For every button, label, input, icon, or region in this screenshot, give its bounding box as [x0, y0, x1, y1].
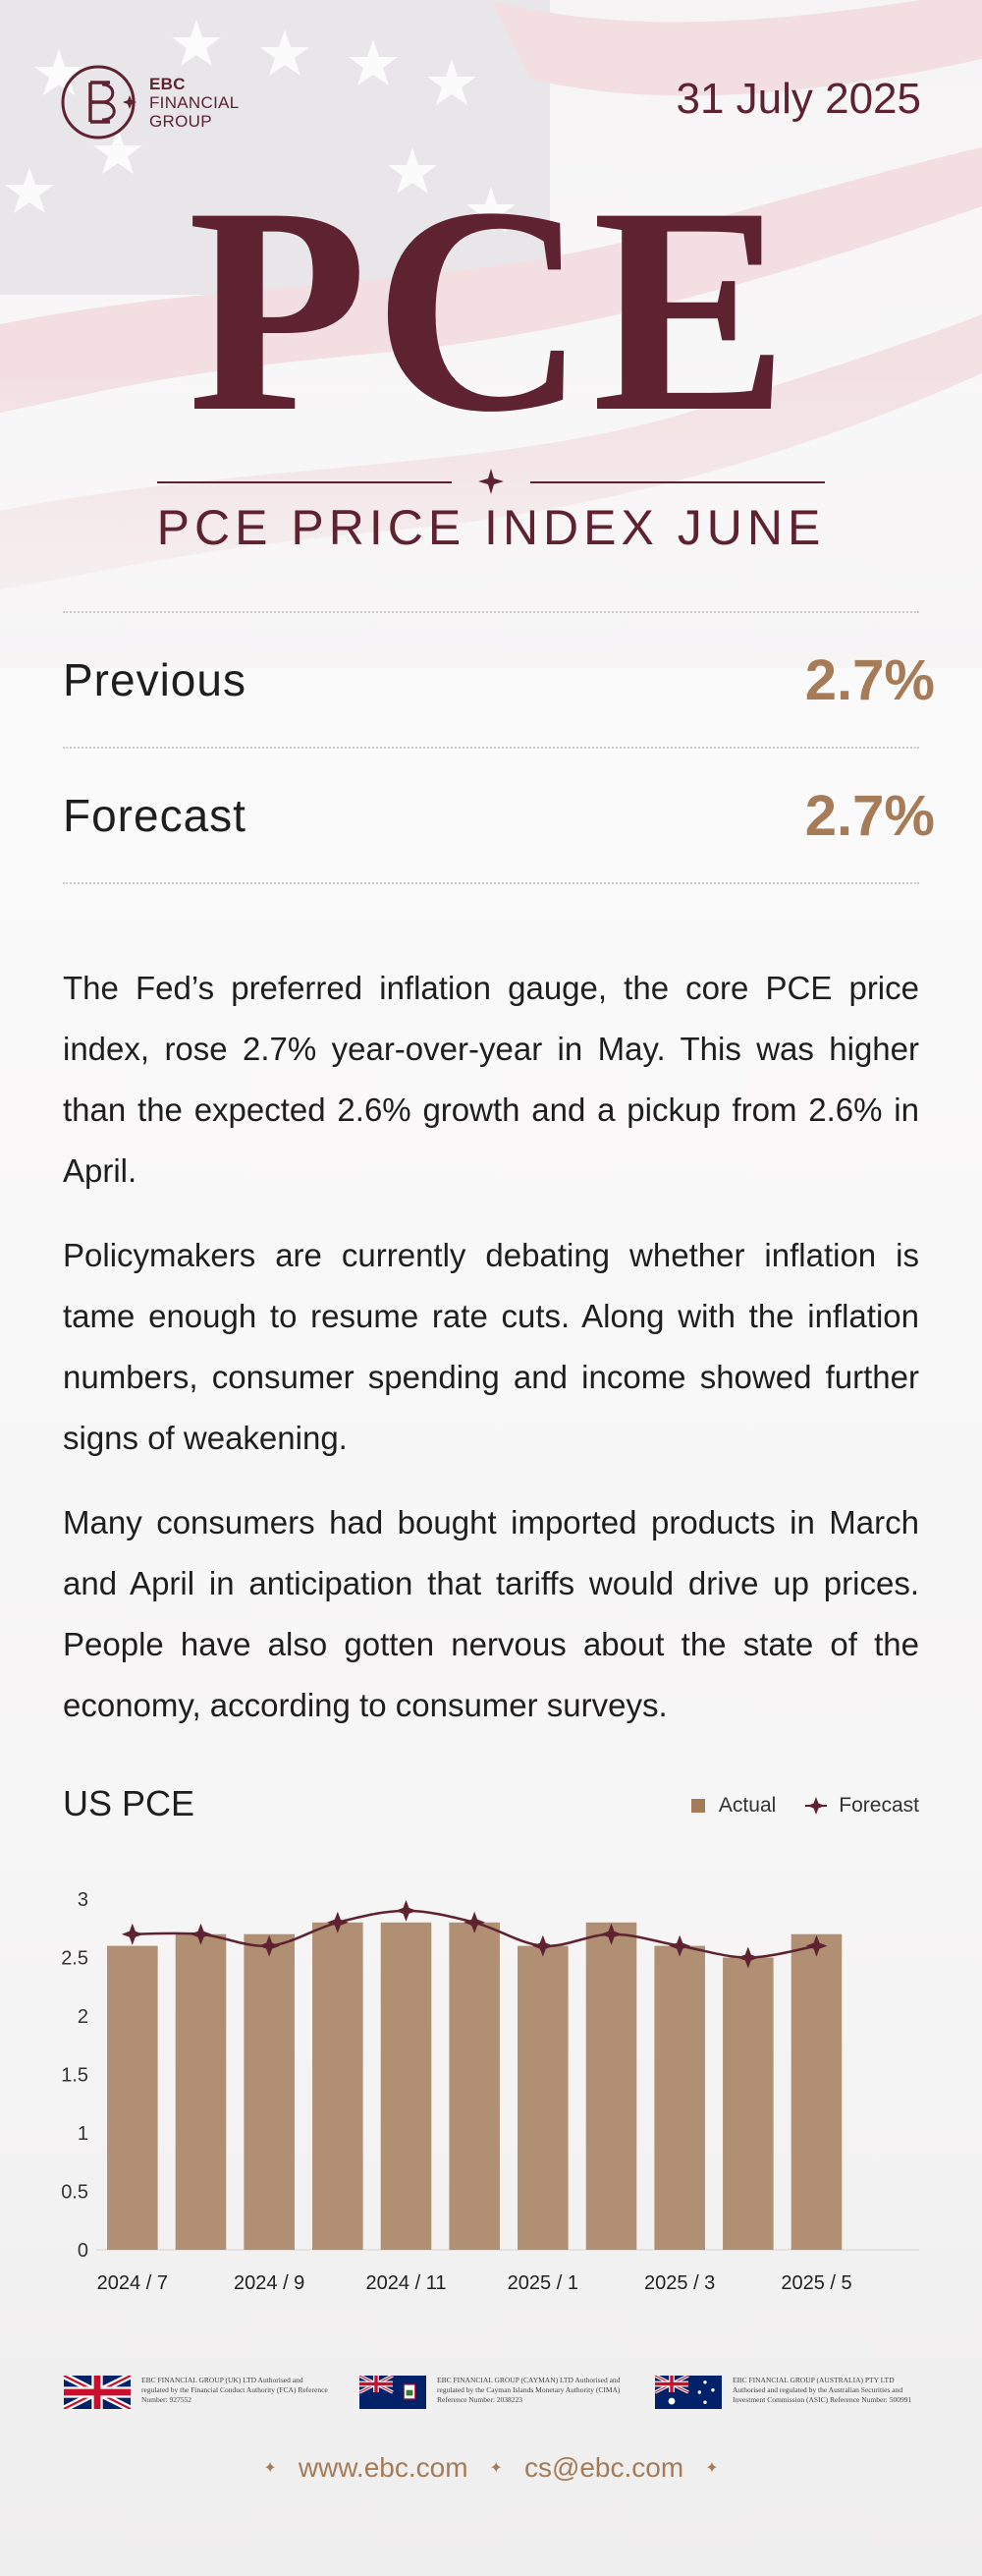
x-tick-label: 2024 / 11: [366, 2272, 447, 2294]
forecast-point: [464, 1911, 486, 1933]
cayman-flag-icon: [358, 2376, 426, 2409]
sparkle-icon: [478, 469, 504, 494]
hero-divider-right: [530, 481, 825, 483]
logo-wordmark: EBC FINANCIAL GROUP: [149, 75, 240, 131]
australia-flag-icon: [654, 2376, 722, 2409]
y-tick-label: 2: [78, 2006, 88, 2028]
y-tick-label: 3: [78, 1889, 88, 1911]
bar-actual: [585, 1922, 637, 2250]
regulator-uk: EBC FINANCIAL GROUP (UK) LTD Authorised …: [63, 2376, 328, 2409]
forecast-point: [326, 1911, 349, 1933]
logo-line-2: FINANCIAL: [149, 92, 240, 112]
logo-line-3: GROUP: [149, 111, 212, 131]
article-body: The Fed’s preferred inflation gauge, the…: [63, 958, 919, 1760]
bar-actual: [723, 1957, 774, 2250]
forecast-point: [669, 1934, 691, 1957]
x-tick-label: 2024 / 7: [97, 2272, 168, 2294]
stat-forecast: Forecast 2.7%: [63, 756, 935, 874]
legend-swatch-actual: [690, 1799, 705, 1813]
email-link[interactable]: cs@ebc.com: [523, 2452, 684, 2483]
bar-actual: [654, 1945, 705, 2250]
stat-divider: [63, 611, 919, 613]
y-tick-label: 0: [78, 2240, 88, 2262]
forecast-point: [395, 1899, 417, 1922]
regulatory-info: EBC FINANCIAL GROUP (UK) LTD Authorised …: [63, 2376, 919, 2409]
paragraph: The Fed’s preferred inflation gauge, the…: [63, 970, 919, 1189]
regulator-cayman: EBC FINANCIAL GROUP (CAYMAN) LTD Authori…: [358, 2376, 624, 2409]
sparkle-icon: ✦: [263, 2460, 277, 2477]
forecast-point: [805, 1934, 828, 1957]
pce-bar-chart: 0 0.5 1 1.5 2 2.5 3 2024 / 7 2024 / 9 2024 / 11 20…: [61, 1889, 919, 2294]
hero-title: PCE: [188, 146, 794, 473]
chart-title: US PCE: [63, 1783, 195, 1823]
release-date: 31 July 2025: [676, 75, 921, 123]
bar-actual: [175, 1933, 227, 2250]
regulator-australia: EBC FINANCIAL GROUP (AUSTRALIA) PTY LTD …: [654, 2376, 919, 2409]
hero-divider-left: [157, 481, 452, 483]
stat-divider: [63, 882, 919, 884]
website-link[interactable]: www.ebc.com: [298, 2452, 468, 2483]
forecast-point: [190, 1923, 212, 1945]
regulator-text: EBC FINANCIAL GROUP (UK) LTD Authorised …: [141, 2376, 328, 2404]
stat-value: 2.7%: [804, 647, 935, 712]
regulator-text: EBC FINANCIAL GROUP (AUSTRALIA) PTY LTD …: [733, 2376, 912, 2404]
uk-flag-icon: [63, 2376, 132, 2409]
forecast-point: [531, 1934, 554, 1957]
forecast-point: [736, 1946, 759, 1969]
bar-actual: [380, 1922, 432, 2250]
bar-actual: [791, 1933, 843, 2250]
logo-line-1: EBC: [149, 74, 186, 93]
bar-actual: [449, 1922, 500, 2250]
forecast-point: [258, 1934, 281, 1957]
forecast-point: [121, 1923, 143, 1945]
legend-marker-forecast: [805, 1797, 828, 1815]
y-tick-label: 2.5: [61, 1948, 88, 1970]
bar-actual: [312, 1922, 363, 2250]
bar-actual: [107, 1945, 158, 2250]
legend-label-forecast: Forecast: [839, 1794, 919, 1817]
y-tick-label: 1: [78, 2123, 88, 2145]
paragraph: Many consumers had bought imported produ…: [63, 1504, 919, 1723]
x-tick-label: 2024 / 9: [234, 2272, 304, 2294]
x-tick-label: 2025 / 3: [644, 2272, 715, 2294]
paragraph: Policymakers are currently debating whet…: [63, 1237, 919, 1456]
stat-divider: [63, 747, 919, 749]
sparkle-icon: ✦: [705, 2460, 719, 2477]
stat-label: Previous: [63, 654, 246, 705]
ebc-logo[interactable]: EBC FINANCIAL GROUP: [61, 63, 240, 141]
legend-label-actual: Actual: [718, 1794, 777, 1817]
contact-bar: ✦ www.ebc.com ✦ cs@ebc.com ✦: [0, 2452, 982, 2484]
bar-actual: [518, 1945, 569, 2250]
x-tick-label: 2025 / 5: [781, 2272, 851, 2294]
chart-legend: Actual Forecast: [690, 1794, 919, 1818]
sparkle-icon: ✦: [489, 2460, 503, 2477]
x-tick-label: 2025 / 1: [508, 2272, 578, 2294]
y-tick-label: 1.5: [61, 2065, 88, 2087]
stat-label: Forecast: [63, 790, 246, 841]
hero-subtitle: PCE PRICE INDEX JUNE: [156, 500, 826, 555]
stat-previous: Previous 2.7%: [63, 621, 935, 739]
ebc-logo-icon: [61, 65, 136, 140]
stat-value: 2.7%: [804, 783, 935, 848]
regulator-text: EBC FINANCIAL GROUP (CAYMAN) LTD Authori…: [437, 2376, 621, 2404]
y-tick-label: 0.5: [61, 2182, 88, 2204]
forecast-point: [600, 1923, 623, 1945]
bar-actual: [244, 1933, 295, 2250]
